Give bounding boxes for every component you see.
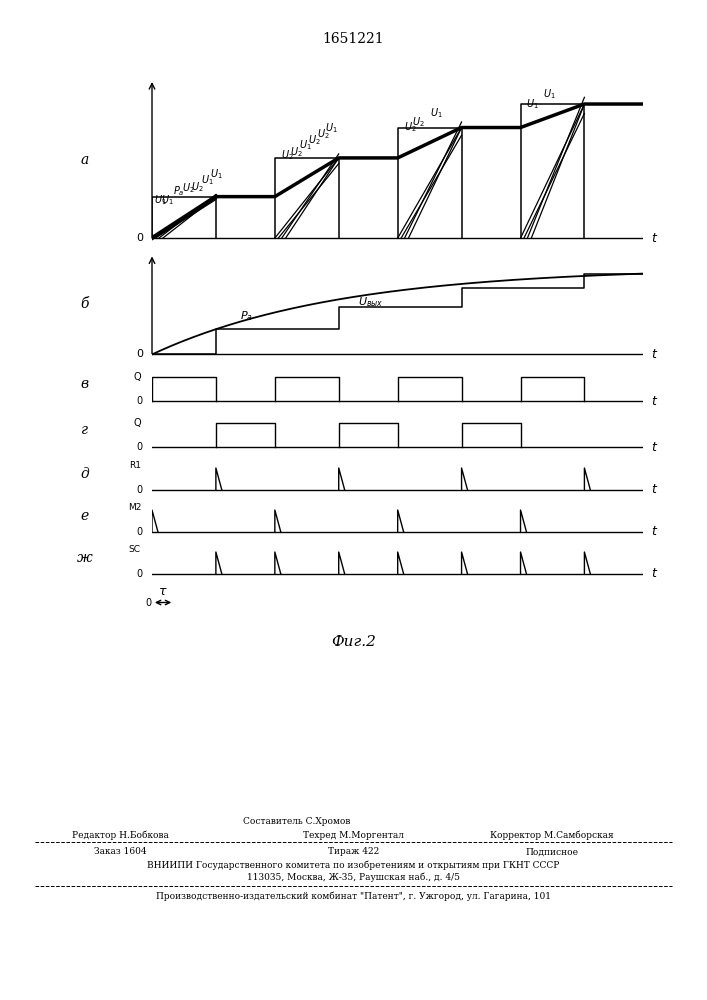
Text: 0: 0 [146, 598, 151, 608]
Text: $t$: $t$ [650, 483, 658, 496]
Text: $U_1$: $U_1$ [430, 106, 443, 120]
Text: M2: M2 [128, 503, 141, 512]
Text: $U_1$: $U_1$ [325, 122, 338, 135]
Text: Составитель С.Хромов: Составитель С.Хромов [243, 818, 351, 826]
Text: г: г [81, 423, 88, 437]
Text: Корректор М.Самборская: Корректор М.Самборская [490, 830, 613, 840]
Text: ВНИИПИ Государственного комитета по изобретениям и открытиям при ГКНТ СССР: ВНИИПИ Государственного комитета по изоб… [147, 860, 560, 870]
Text: Q: Q [134, 372, 141, 382]
Text: $U_2$: $U_2$ [404, 120, 416, 134]
Text: 0: 0 [136, 442, 143, 452]
Text: 113035, Москва, Ж-35, Раушская наб., д. 4/5: 113035, Москва, Ж-35, Раушская наб., д. … [247, 872, 460, 882]
Text: $U_2$: $U_2$ [308, 133, 321, 147]
Text: $t$: $t$ [650, 232, 658, 245]
Text: $U_{вых}$: $U_{вых}$ [358, 295, 384, 309]
Text: е: е [81, 509, 89, 523]
Text: $\tau$: $\tau$ [158, 585, 168, 598]
Text: $t$: $t$ [650, 348, 658, 361]
Text: Фиг.2: Фиг.2 [331, 635, 376, 649]
Text: 0: 0 [136, 485, 143, 495]
Text: $U_2$: $U_2$ [281, 148, 293, 162]
Text: 0: 0 [136, 233, 144, 243]
Text: $t$: $t$ [650, 441, 658, 454]
Text: $P_a$: $P_a$ [240, 310, 253, 323]
Text: 0: 0 [136, 527, 143, 537]
Text: 0: 0 [136, 349, 144, 359]
Text: 0: 0 [136, 569, 143, 579]
Text: Заказ 1604: Заказ 1604 [94, 848, 146, 856]
Text: Тираж 422: Тираж 422 [328, 848, 379, 856]
Text: $U_1$: $U_1$ [300, 138, 312, 152]
Text: $U_2$: $U_2$ [412, 115, 425, 129]
Text: д: д [81, 467, 89, 481]
Text: $U_2$: $U_2$ [317, 127, 329, 141]
Text: R1: R1 [129, 461, 141, 470]
Text: 1651221: 1651221 [322, 32, 385, 46]
Text: $P_a$: $P_a$ [173, 184, 185, 198]
Text: ж: ж [77, 551, 93, 565]
Text: а: а [81, 153, 89, 167]
Text: $U_2$: $U_2$ [192, 180, 204, 194]
Text: $U_2$: $U_2$ [182, 181, 195, 195]
Text: SC: SC [129, 545, 141, 554]
Text: $U_1$: $U_1$ [201, 173, 214, 187]
Text: $U_1$: $U_1$ [543, 87, 556, 101]
Text: $U_2$: $U_2$ [290, 145, 303, 159]
Text: 0: 0 [136, 396, 143, 406]
Text: $U_1$: $U_1$ [210, 167, 223, 181]
Text: Q: Q [134, 418, 141, 428]
Text: $t$: $t$ [650, 395, 658, 408]
Text: в: в [81, 377, 89, 391]
Text: $U_1$: $U_1$ [527, 97, 539, 111]
Text: $U_1$: $U_1$ [161, 194, 174, 207]
Text: б: б [81, 297, 89, 311]
Text: $t$: $t$ [650, 567, 658, 580]
Text: Производственно-издательский комбинат "Патент", г. Ужгород, ул. Гагарина, 101: Производственно-издательский комбинат "П… [156, 891, 551, 901]
Text: Редактор Н.Бобкова: Редактор Н.Бобкова [71, 830, 169, 840]
Text: Техред М.Моргентал: Техред М.Моргентал [303, 830, 404, 840]
Text: $U_1$: $U_1$ [154, 194, 168, 207]
Text: Подписное: Подписное [525, 848, 578, 856]
Text: $t$: $t$ [650, 525, 658, 538]
